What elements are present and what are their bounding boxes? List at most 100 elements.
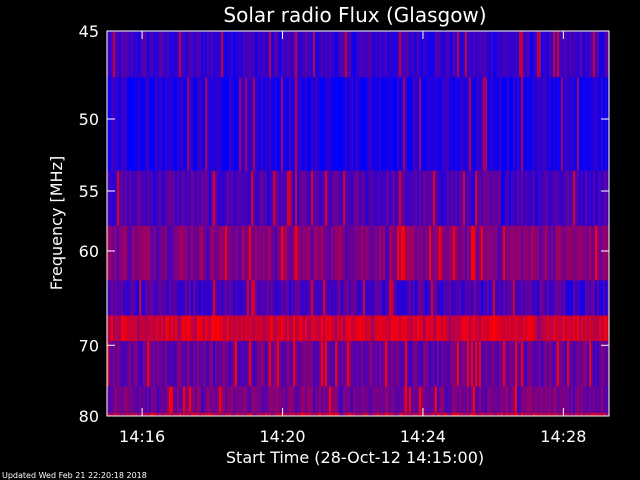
heatmap-cell bbox=[287, 31, 289, 78]
heatmap-cell bbox=[369, 77, 371, 171]
heatmap-cell bbox=[177, 280, 179, 316]
heatmap-cell bbox=[383, 280, 385, 316]
heatmap-cell bbox=[555, 386, 557, 413]
heatmap-cell bbox=[383, 170, 385, 226]
heatmap-cell bbox=[409, 386, 411, 413]
heatmap-cell bbox=[381, 341, 383, 387]
heatmap-cell bbox=[601, 386, 603, 413]
heatmap-cell bbox=[355, 412, 357, 416]
heatmap-cell bbox=[523, 31, 525, 78]
heatmap-cell bbox=[345, 412, 347, 416]
heatmap-cell bbox=[187, 315, 189, 342]
heatmap-cell bbox=[291, 412, 293, 416]
heatmap-cell bbox=[559, 225, 561, 281]
heatmap-cell bbox=[405, 412, 407, 416]
heatmap-cell bbox=[307, 280, 309, 316]
heatmap-cell bbox=[451, 386, 453, 413]
heatmap-cell bbox=[501, 31, 503, 78]
heatmap-cell bbox=[233, 170, 235, 226]
heatmap-cell bbox=[417, 341, 419, 387]
heatmap-cell bbox=[237, 280, 239, 316]
heatmap-cell bbox=[121, 315, 123, 342]
heatmap-cell bbox=[267, 280, 269, 316]
heatmap-cell bbox=[383, 412, 385, 416]
heatmap-cell bbox=[457, 341, 459, 387]
heatmap-cell bbox=[507, 412, 509, 416]
heatmap-cell bbox=[583, 31, 585, 78]
heatmap-cell bbox=[495, 77, 497, 171]
heatmap-cell bbox=[549, 225, 551, 281]
heatmap-cell bbox=[317, 412, 319, 416]
heatmap-cell bbox=[411, 170, 413, 226]
heatmap-cell bbox=[167, 170, 169, 226]
heatmap-cell bbox=[399, 31, 401, 78]
heatmap-cell bbox=[577, 412, 579, 416]
heatmap-cell bbox=[505, 341, 507, 387]
heatmap-cell bbox=[301, 280, 303, 316]
heatmap-cell bbox=[327, 170, 329, 226]
heatmap-cell bbox=[495, 31, 497, 78]
heatmap-cell bbox=[319, 280, 321, 316]
heatmap-cell bbox=[171, 77, 173, 171]
heatmap-cell bbox=[555, 31, 557, 78]
heatmap-cell bbox=[135, 170, 137, 226]
heatmap-cell bbox=[445, 341, 447, 387]
heatmap-cell bbox=[151, 341, 153, 387]
heatmap-cell bbox=[143, 170, 145, 226]
heatmap-cell bbox=[431, 315, 433, 342]
heatmap-cell bbox=[511, 170, 513, 226]
heatmap-cell bbox=[435, 225, 437, 281]
heatmap-cell bbox=[109, 77, 111, 171]
heatmap-cell bbox=[535, 386, 537, 413]
heatmap-cell bbox=[419, 341, 421, 387]
heatmap-cell bbox=[351, 386, 353, 413]
heatmap-cell bbox=[291, 31, 293, 78]
heatmap-cell bbox=[227, 386, 229, 413]
y-tick-label: 80 bbox=[79, 407, 99, 426]
heatmap-cell bbox=[335, 341, 337, 387]
heatmap-cell bbox=[321, 280, 323, 316]
heatmap-cell bbox=[297, 77, 299, 171]
heatmap-cell bbox=[379, 280, 381, 316]
heatmap-cell bbox=[397, 31, 399, 78]
heatmap-cell bbox=[301, 412, 303, 416]
heatmap-cell bbox=[251, 225, 253, 281]
heatmap-cell bbox=[247, 170, 249, 226]
heatmap-cell bbox=[111, 77, 113, 171]
heatmap-cell bbox=[469, 170, 471, 226]
heatmap-cell bbox=[285, 31, 287, 78]
heatmap-cell bbox=[223, 225, 225, 281]
heatmap-cell bbox=[553, 412, 555, 416]
heatmap-cell bbox=[137, 341, 139, 387]
heatmap-cell bbox=[219, 386, 221, 413]
heatmap-cell bbox=[127, 280, 129, 316]
heatmap-cell bbox=[367, 31, 369, 78]
heatmap-cell bbox=[229, 77, 231, 171]
heatmap-cell bbox=[525, 225, 527, 281]
heatmap-cell bbox=[147, 170, 149, 226]
heatmap-cell bbox=[439, 412, 441, 416]
heatmap-cell bbox=[129, 225, 131, 281]
heatmap-cell bbox=[351, 31, 353, 78]
heatmap-cell bbox=[189, 77, 191, 171]
heatmap-cell bbox=[247, 31, 249, 78]
heatmap-cell bbox=[271, 280, 273, 316]
heatmap-cell bbox=[241, 31, 243, 78]
heatmap-cell bbox=[505, 225, 507, 281]
heatmap-cell bbox=[511, 31, 513, 78]
heatmap-cell bbox=[573, 386, 575, 413]
heatmap-cell bbox=[371, 341, 373, 387]
heatmap-cell bbox=[283, 170, 285, 226]
heatmap-cell bbox=[351, 225, 353, 281]
heatmap-cell bbox=[599, 412, 601, 416]
heatmap-cell bbox=[389, 315, 391, 342]
heatmap-cell bbox=[567, 280, 569, 316]
heatmap-cell bbox=[199, 412, 201, 416]
heatmap-cell bbox=[133, 225, 135, 281]
heatmap-cell bbox=[499, 280, 501, 316]
heatmap-cell bbox=[137, 280, 139, 316]
heatmap-cell bbox=[343, 225, 345, 281]
heatmap-cell bbox=[119, 280, 121, 316]
heatmap-cell bbox=[351, 170, 353, 226]
heatmap-cell bbox=[547, 341, 549, 387]
